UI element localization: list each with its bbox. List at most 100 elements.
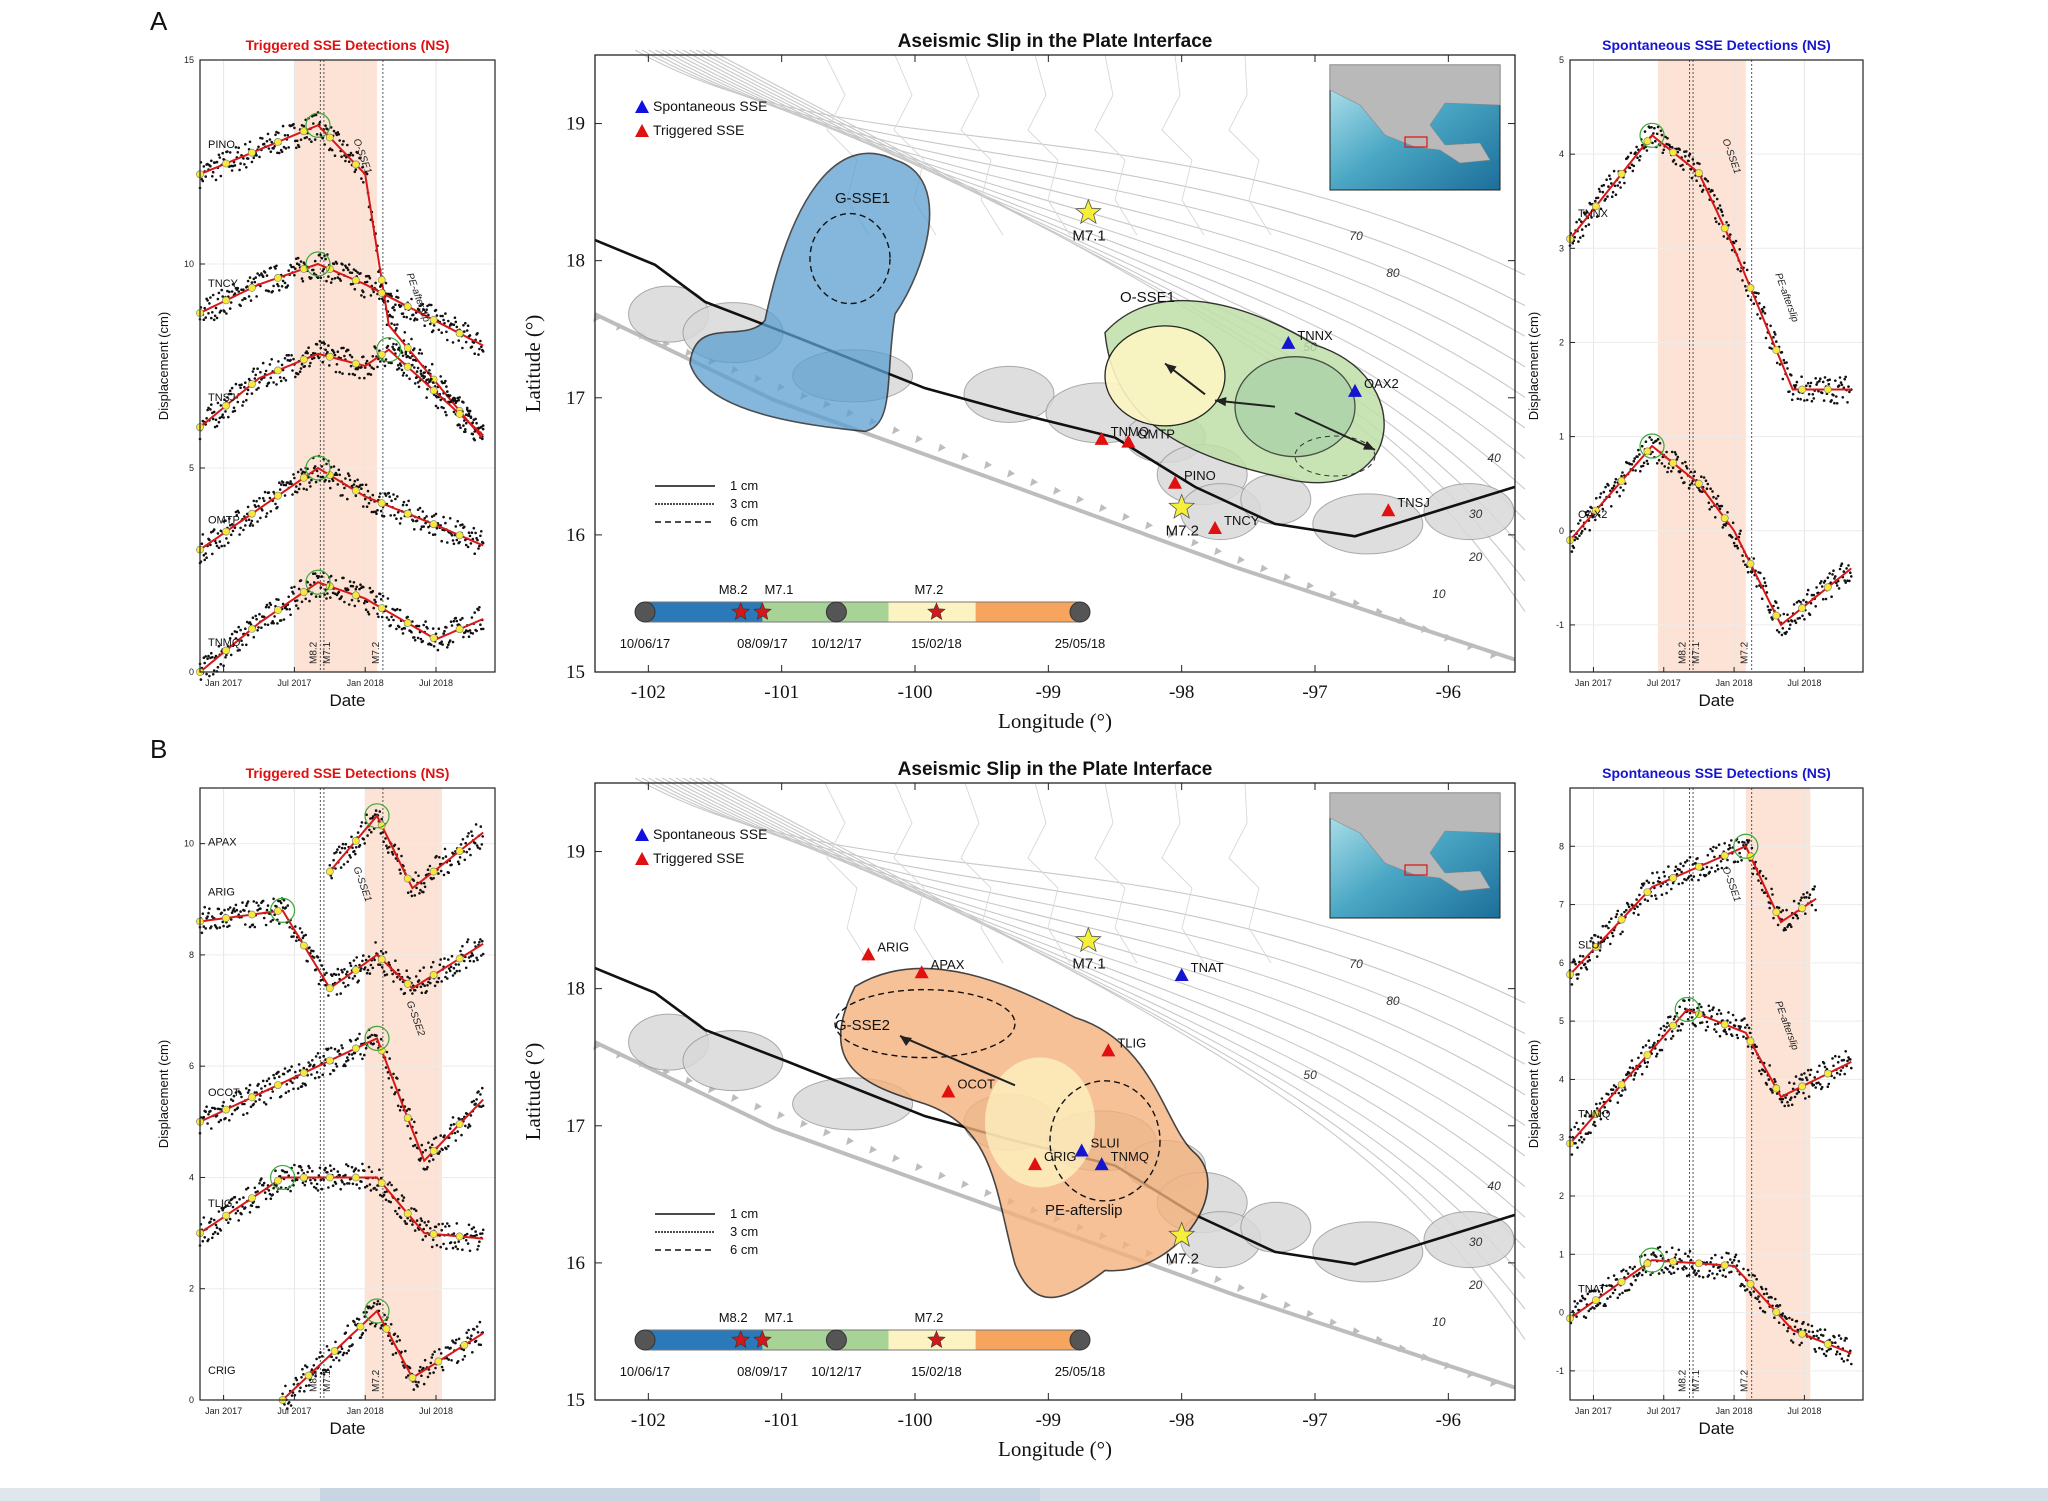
data-point xyxy=(418,892,421,895)
data-point xyxy=(1739,529,1742,533)
data-point xyxy=(418,1159,422,1162)
data-point xyxy=(442,318,445,322)
data-marker xyxy=(351,276,360,285)
data-point xyxy=(423,517,427,520)
data-point xyxy=(301,279,305,283)
data-point xyxy=(229,533,233,537)
data-point xyxy=(1655,1052,1659,1056)
data-point xyxy=(1655,132,1659,136)
data-point xyxy=(320,575,324,578)
data-point xyxy=(1693,1269,1696,1272)
data-marker xyxy=(1617,169,1626,178)
data-point xyxy=(1797,1090,1801,1094)
station-label: TNAT xyxy=(1191,960,1224,975)
data-point xyxy=(371,355,375,358)
data-point xyxy=(465,329,469,332)
data-point xyxy=(1640,1273,1644,1277)
data-point xyxy=(313,259,317,263)
data-marker xyxy=(299,355,308,364)
data-point xyxy=(278,376,282,379)
data-point xyxy=(461,1248,464,1251)
data-point xyxy=(1772,335,1775,339)
data-point xyxy=(272,1186,275,1190)
data-point xyxy=(1828,378,1831,382)
data-point xyxy=(365,172,369,176)
y-tick-label: 18 xyxy=(566,979,585,1000)
data-point xyxy=(371,589,375,593)
data-point xyxy=(244,923,247,926)
data-point xyxy=(418,506,422,510)
data-point xyxy=(1782,1323,1786,1327)
data-point xyxy=(453,397,457,400)
data-point xyxy=(1793,386,1797,389)
data-point xyxy=(1691,1267,1695,1270)
data-point xyxy=(315,1357,318,1361)
data-marker xyxy=(247,1093,256,1102)
data-point xyxy=(387,1077,391,1080)
data-point xyxy=(1743,1285,1746,1288)
data-point xyxy=(1831,1057,1834,1060)
data-point xyxy=(233,164,237,167)
data-point xyxy=(1721,1274,1725,1277)
data-point xyxy=(1802,1320,1805,1324)
state-border xyxy=(1027,54,1071,236)
data-point xyxy=(439,375,443,378)
earthquake-label: M7.2 xyxy=(371,1369,382,1392)
detection-circle xyxy=(270,1164,296,1191)
data-point xyxy=(379,592,382,596)
data-point xyxy=(1846,401,1849,404)
data-point xyxy=(1613,481,1617,484)
data-point xyxy=(481,424,485,427)
data-point xyxy=(285,354,289,357)
data-point xyxy=(1810,1324,1814,1328)
data-point xyxy=(329,147,332,150)
timeline-node xyxy=(1069,601,1091,623)
data-point xyxy=(296,1087,300,1090)
data-point xyxy=(259,907,262,910)
data-point xyxy=(1659,1027,1663,1030)
data-point xyxy=(228,290,231,294)
data-point xyxy=(243,385,246,389)
panel-letter: A xyxy=(150,6,168,36)
data-point xyxy=(1835,395,1838,398)
data-point xyxy=(388,495,392,499)
data-point xyxy=(327,1186,330,1189)
data-point xyxy=(413,382,417,385)
data-point xyxy=(1813,1076,1816,1079)
data-point xyxy=(469,1337,472,1340)
data-point xyxy=(291,1179,294,1182)
data-point xyxy=(368,1183,372,1186)
data-point xyxy=(1777,1321,1781,1324)
data-point xyxy=(296,470,300,474)
data-point xyxy=(1573,235,1576,239)
data-point xyxy=(1814,1086,1817,1089)
data-point xyxy=(1681,461,1684,465)
data-point xyxy=(1791,916,1795,920)
data-point xyxy=(262,615,266,619)
data-point xyxy=(1663,1029,1666,1032)
state-border xyxy=(1094,54,1138,236)
y-axis-label: Displacement (cm) xyxy=(1526,312,1541,420)
data-point xyxy=(255,295,258,298)
data-point xyxy=(343,486,346,490)
data-point xyxy=(381,831,385,834)
data-point xyxy=(258,155,261,159)
data-point xyxy=(390,615,393,619)
data-point xyxy=(1639,469,1642,473)
data-point xyxy=(219,662,223,666)
data-point xyxy=(441,1368,445,1372)
data-point xyxy=(378,1168,381,1171)
data-point xyxy=(1695,1272,1698,1275)
slip-contour xyxy=(1294,435,1376,477)
data-point xyxy=(332,351,336,354)
data-point xyxy=(1809,381,1813,385)
data-point xyxy=(307,1384,311,1387)
data-point xyxy=(210,1217,213,1221)
data-point xyxy=(454,1139,458,1142)
data-point xyxy=(1614,1085,1618,1089)
data-point xyxy=(217,1210,221,1213)
data-point xyxy=(396,1104,400,1108)
data-point xyxy=(358,376,361,380)
data-point xyxy=(1813,885,1816,888)
data-point xyxy=(392,618,395,622)
